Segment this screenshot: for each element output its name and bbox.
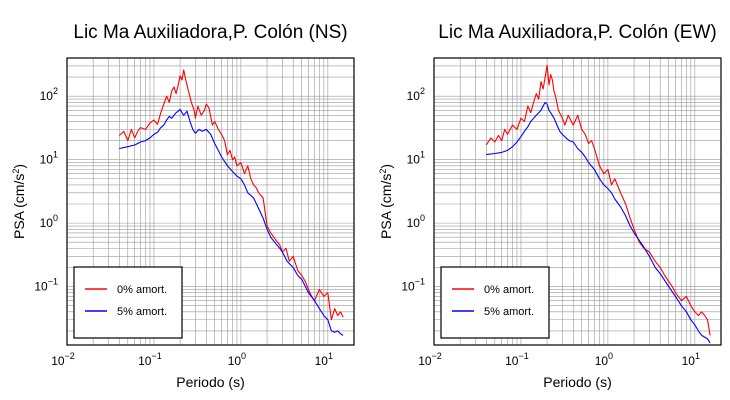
x-tick-exp: 0	[608, 351, 613, 361]
x-tick-exp: −2	[432, 351, 442, 361]
x-axis-label: Periodo (s)	[543, 374, 611, 390]
x-tick-exp: −2	[65, 351, 75, 361]
y-axis-label-end: )	[378, 164, 394, 169]
y-tick-base: 10	[40, 89, 54, 103]
y-tick-base: 10	[407, 216, 421, 230]
x-tick-base: 10	[682, 354, 696, 368]
y-tick-exp: −1	[48, 277, 58, 287]
x-tick-exp: −1	[518, 351, 528, 361]
x-tick-base: 10	[595, 354, 609, 368]
legend: 0% amort. 5% amort.	[440, 266, 550, 339]
x-tick-base: 10	[505, 354, 519, 368]
x-tick-exp: 0	[241, 351, 246, 361]
x-tick-exp: 1	[695, 351, 700, 361]
y-axis-label-end: )	[11, 164, 27, 169]
x-tick-label: 10−2	[418, 351, 442, 368]
y-tick-exp: 2	[53, 86, 58, 96]
series-group	[485, 64, 711, 344]
x-tick-label: 101	[682, 351, 700, 368]
plot-frame	[433, 57, 722, 346]
x-tick-base: 10	[315, 354, 329, 368]
x-tick-base: 10	[138, 354, 152, 368]
y-axis-label: PSA (cm/s2)	[378, 164, 394, 239]
y-tick-exp: 1	[420, 150, 425, 160]
y-tick-label: 101	[407, 150, 425, 167]
chart-panel-ew: Lic Ma Auxiliadora,P. Colón (EW)10−2 10−1…	[378, 22, 722, 390]
y-tick-base: 10	[401, 280, 415, 294]
x-tick-label: 10−1	[505, 351, 529, 368]
y-axis-label-main: PSA (cm/s	[11, 174, 27, 239]
y-tick-label: 10−1	[401, 277, 425, 294]
x-tick-exp: 1	[328, 351, 333, 361]
y-axis-label-sup: 2	[378, 169, 388, 174]
y-tick-exp: 0	[420, 213, 425, 223]
y-tick-label: 100	[40, 213, 58, 230]
x-tick-base: 10	[51, 354, 65, 368]
y-tick-exp: −1	[415, 277, 425, 287]
series-line-amort-0	[118, 69, 344, 321]
series-line-amort-5	[486, 101, 711, 344]
x-axis-label: Periodo (s)	[176, 374, 244, 390]
y-tick-exp: 1	[53, 150, 58, 160]
x-tick-exp: −1	[151, 351, 161, 361]
y-tick-label: 100	[407, 213, 425, 230]
y-tick-base: 10	[407, 89, 421, 103]
legend-label: 0% amort.	[484, 284, 534, 296]
y-tick-exp: 2	[420, 86, 425, 96]
chart-title: Lic Ma Auxiliadora,P. Colón (EW)	[438, 22, 716, 43]
y-tick-base: 10	[407, 153, 421, 167]
x-tick-label: 10−1	[138, 351, 162, 368]
y-axis-label-sup: 2	[11, 169, 21, 174]
y-tick-label: 10−1	[34, 277, 58, 294]
legend-label: 0% amort.	[117, 284, 167, 296]
x-tick-label: 100	[228, 351, 246, 368]
x-tick-label: 101	[315, 351, 333, 368]
series-group	[118, 69, 344, 336]
y-axis-label-main: PSA (cm/s	[378, 174, 394, 239]
legend-label: 5% amort.	[117, 306, 167, 318]
chart-panel-ns: Lic Ma Auxiliadora,P. Colón (NS)10−2 10−1…	[11, 22, 355, 390]
y-tick-label: 101	[40, 150, 58, 167]
chart-title: Lic Ma Auxiliadora,P. Colón (NS)	[73, 22, 347, 43]
plot-frame	[66, 57, 355, 346]
series-line-amort-5	[119, 108, 344, 336]
y-axis-label: PSA (cm/s2)	[11, 164, 27, 239]
legend: 0% amort. 5% amort.	[73, 266, 183, 339]
y-tick-base: 10	[34, 280, 48, 294]
y-tick-exp: 0	[53, 213, 58, 223]
legend-box	[440, 266, 550, 339]
series-line-amort-0	[485, 64, 711, 336]
y-tick-base: 10	[40, 153, 54, 167]
x-tick-base: 10	[228, 354, 242, 368]
legend-box	[73, 266, 183, 339]
legend-label: 5% amort.	[484, 306, 534, 318]
y-tick-label: 102	[407, 86, 425, 103]
y-tick-label: 102	[40, 86, 58, 103]
x-tick-base: 10	[418, 354, 432, 368]
x-tick-label: 100	[595, 351, 613, 368]
x-tick-label: 10−2	[51, 351, 75, 368]
y-tick-base: 10	[40, 216, 54, 230]
